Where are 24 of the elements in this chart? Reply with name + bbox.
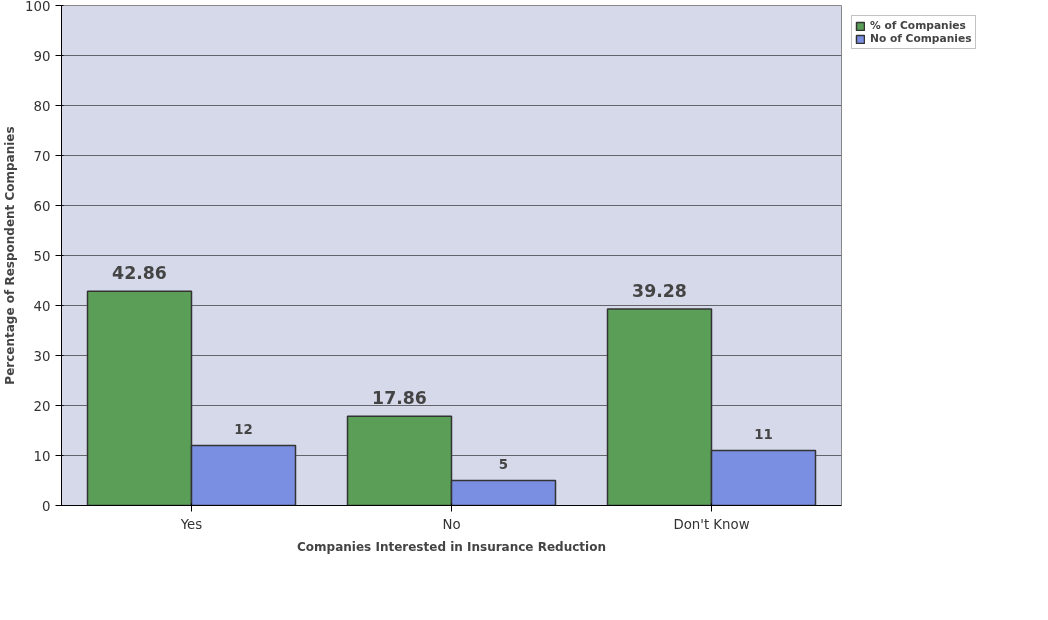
legend-label: No of Companies <box>870 32 972 45</box>
data-label: 12 <box>234 421 253 437</box>
data-label: 11 <box>754 426 773 442</box>
y-tick-label: 50 <box>33 248 51 264</box>
data-label: 5 <box>498 456 509 472</box>
y-tick-label: 20 <box>33 398 51 414</box>
y-tick-label: 0 <box>42 498 51 514</box>
x-axis-title: Companies Interested in Insurance Reduction <box>297 539 606 554</box>
data-label: 39.28 <box>632 281 687 302</box>
x-tick-label: No <box>442 516 461 532</box>
y-tick-label: 80 <box>33 98 51 114</box>
y-axis-title: Percentage of Respondent Companies <box>3 126 18 385</box>
y-tick-label: 40 <box>33 298 51 314</box>
x-tick-label: Yes <box>179 516 203 532</box>
y-tick-label: 100 <box>25 0 51 14</box>
y-tick-label: 90 <box>33 48 51 64</box>
data-label: 42.86 <box>112 263 167 284</box>
legend-label: % of Companies <box>870 19 966 32</box>
data-label: 17.86 <box>372 388 427 409</box>
y-tick-label: 10 <box>33 448 51 464</box>
y-tick-label: 60 <box>33 198 51 214</box>
y-tick-label: 30 <box>33 348 51 364</box>
y-tick-label: 70 <box>33 148 51 164</box>
x-tick-label: Don't Know <box>673 516 750 532</box>
